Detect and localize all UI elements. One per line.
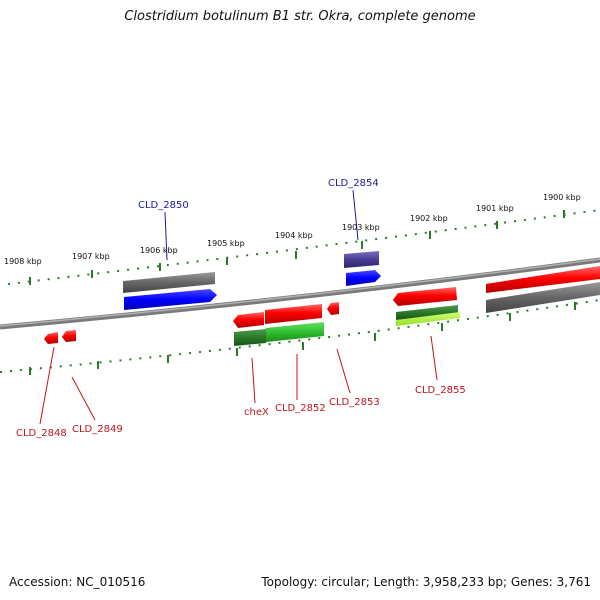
scale-label-1901: 1901 kbp: [476, 204, 514, 213]
lower-major-ticks: [29, 302, 576, 375]
cds-gray-right-1[interactable]: [486, 282, 600, 313]
gene-label-cld-2850[interactable]: CLD_2850: [138, 200, 189, 211]
topology-text: Topology: circular; Length: 3,958,233 bp…: [261, 575, 591, 589]
gene-label-chex[interactable]: cheX: [244, 407, 269, 418]
scale-label-1904: 1904 kbp: [275, 231, 313, 240]
gene-label-cld-2855[interactable]: CLD_2855: [415, 385, 466, 396]
scale-label-1906: 1906 kbp: [140, 246, 178, 255]
gene-label-cld-2849[interactable]: CLD_2849: [72, 424, 123, 435]
scale-label-1905: 1905 kbp: [207, 239, 245, 248]
scale-label-1902: 1902 kbp: [410, 214, 448, 223]
gene-label-cld-2848[interactable]: CLD_2848: [16, 428, 67, 439]
gene-chex[interactable]: [233, 312, 266, 346]
lower-scale-track: [0, 299, 600, 373]
scale-label-1908: 1908 kbp: [4, 257, 42, 266]
cds-red-cld-2848[interactable]: [44, 332, 58, 344]
cds-red-cld-2849[interactable]: [62, 330, 76, 342]
genome-title: Clostridium botulinum B1 str. Okra, comp…: [124, 9, 476, 24]
leader-lines: [39, 189, 438, 425]
gene-cld-2850[interactable]: [123, 272, 217, 310]
gene-label-cld-2854[interactable]: CLD_2854: [328, 178, 379, 189]
cds-dkgreen-cld-2855[interactable]: [396, 305, 458, 320]
cds-red-cld-2855[interactable]: [393, 287, 457, 306]
cds-blue-cld-2850[interactable]: [124, 289, 217, 310]
genome-backbone: [0, 257, 600, 330]
cds-green-cld-2852[interactable]: [266, 322, 324, 342]
cds-blue-cld-2854[interactable]: [346, 270, 381, 286]
gene-label-cld-2853[interactable]: CLD_2853: [329, 397, 380, 408]
gene-cld-2854[interactable]: [344, 251, 381, 286]
cds-red-cld-2853[interactable]: [327, 302, 339, 315]
backbone-highlight: [0, 258, 600, 327]
scale-label-1903: 1903 kbp: [342, 223, 380, 232]
upper-major-ticks: [29, 210, 565, 285]
cds-dkgreen-chex[interactable]: [234, 329, 266, 346]
gene-cld-2855[interactable]: [393, 287, 460, 326]
cds-red-cld-2852[interactable]: [265, 304, 322, 324]
scale-label-1907: 1907 kbp: [72, 252, 110, 261]
cds-red-chex[interactable]: [233, 312, 264, 328]
scale-label-1900: 1900 kbp: [543, 193, 581, 202]
cds-indigo-cld-2854[interactable]: [344, 251, 379, 268]
accession-text: Accession: NC_010516: [9, 575, 146, 589]
cds-gray-cld-2850[interactable]: [123, 272, 215, 293]
gene-cld-2852[interactable]: [265, 304, 324, 342]
cds-lime-cld-2855[interactable]: [396, 312, 460, 326]
cds-red-right-1[interactable]: [486, 266, 600, 293]
gene-label-cld-2852[interactable]: CLD_2852: [275, 403, 326, 414]
gene-cld-2855-area[interactable]: [486, 266, 600, 313]
